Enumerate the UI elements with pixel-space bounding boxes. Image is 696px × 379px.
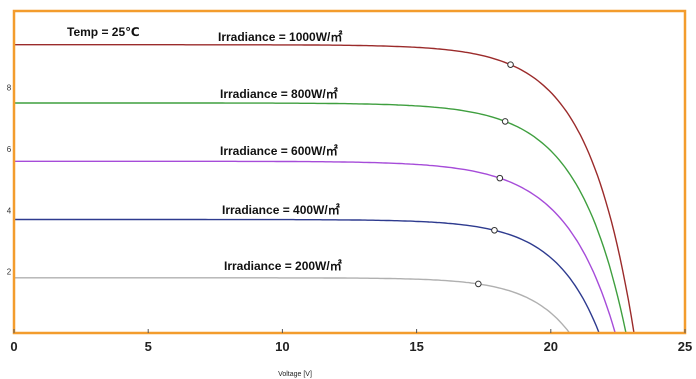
mpp-marker-2 <box>496 174 504 182</box>
y-axis: 2 4 6 8 <box>7 84 12 277</box>
x-tick-label-4: 20 <box>544 339 558 354</box>
y-tick-label-3: 8 <box>7 84 12 93</box>
annotation-irradiance-400: Irradiance = 400W/㎡ <box>222 202 340 217</box>
series-line-4 <box>14 277 571 334</box>
series-line-3 <box>14 218 600 334</box>
y-tick-label-0: 2 <box>7 268 12 277</box>
annotation-irradiance-800: Irradiance = 800W/㎡ <box>220 86 338 101</box>
series-line-1 <box>14 102 627 334</box>
annotation-temp: Temp = 25℃ <box>67 25 140 39</box>
x-axis-label: Voltage [V] <box>278 371 312 378</box>
mpp-marker-0 <box>507 61 514 68</box>
x-tick-label-1: 5 <box>145 339 152 354</box>
mpp-marker-3 <box>491 226 498 234</box>
x-tick-label-5: 25 <box>678 339 692 354</box>
series-group <box>14 44 635 334</box>
mpp-marker-group <box>475 61 514 288</box>
plot-frame <box>12 9 687 335</box>
annotation-irradiance-200: Irradiance = 200W/㎡ <box>224 258 342 273</box>
x-tick-label-2: 10 <box>275 339 289 354</box>
annotation-irradiance-600: Irradiance = 600W/㎡ <box>220 143 338 158</box>
mpp-marker-1 <box>501 118 509 125</box>
x-axis: 0 5 10 15 20 25 <box>10 329 692 354</box>
y-tick-label-2: 6 <box>7 145 12 154</box>
x-tick-label-0: 0 <box>10 339 17 354</box>
mpp-marker-4 <box>475 280 482 288</box>
x-tick-label-3: 15 <box>409 339 423 354</box>
series-line-0 <box>14 44 635 334</box>
y-tick-label-1: 4 <box>7 206 12 215</box>
annotation-irradiance-1000: Irradiance = 1000W/㎡ <box>218 29 342 44</box>
series-line-2 <box>14 160 616 334</box>
